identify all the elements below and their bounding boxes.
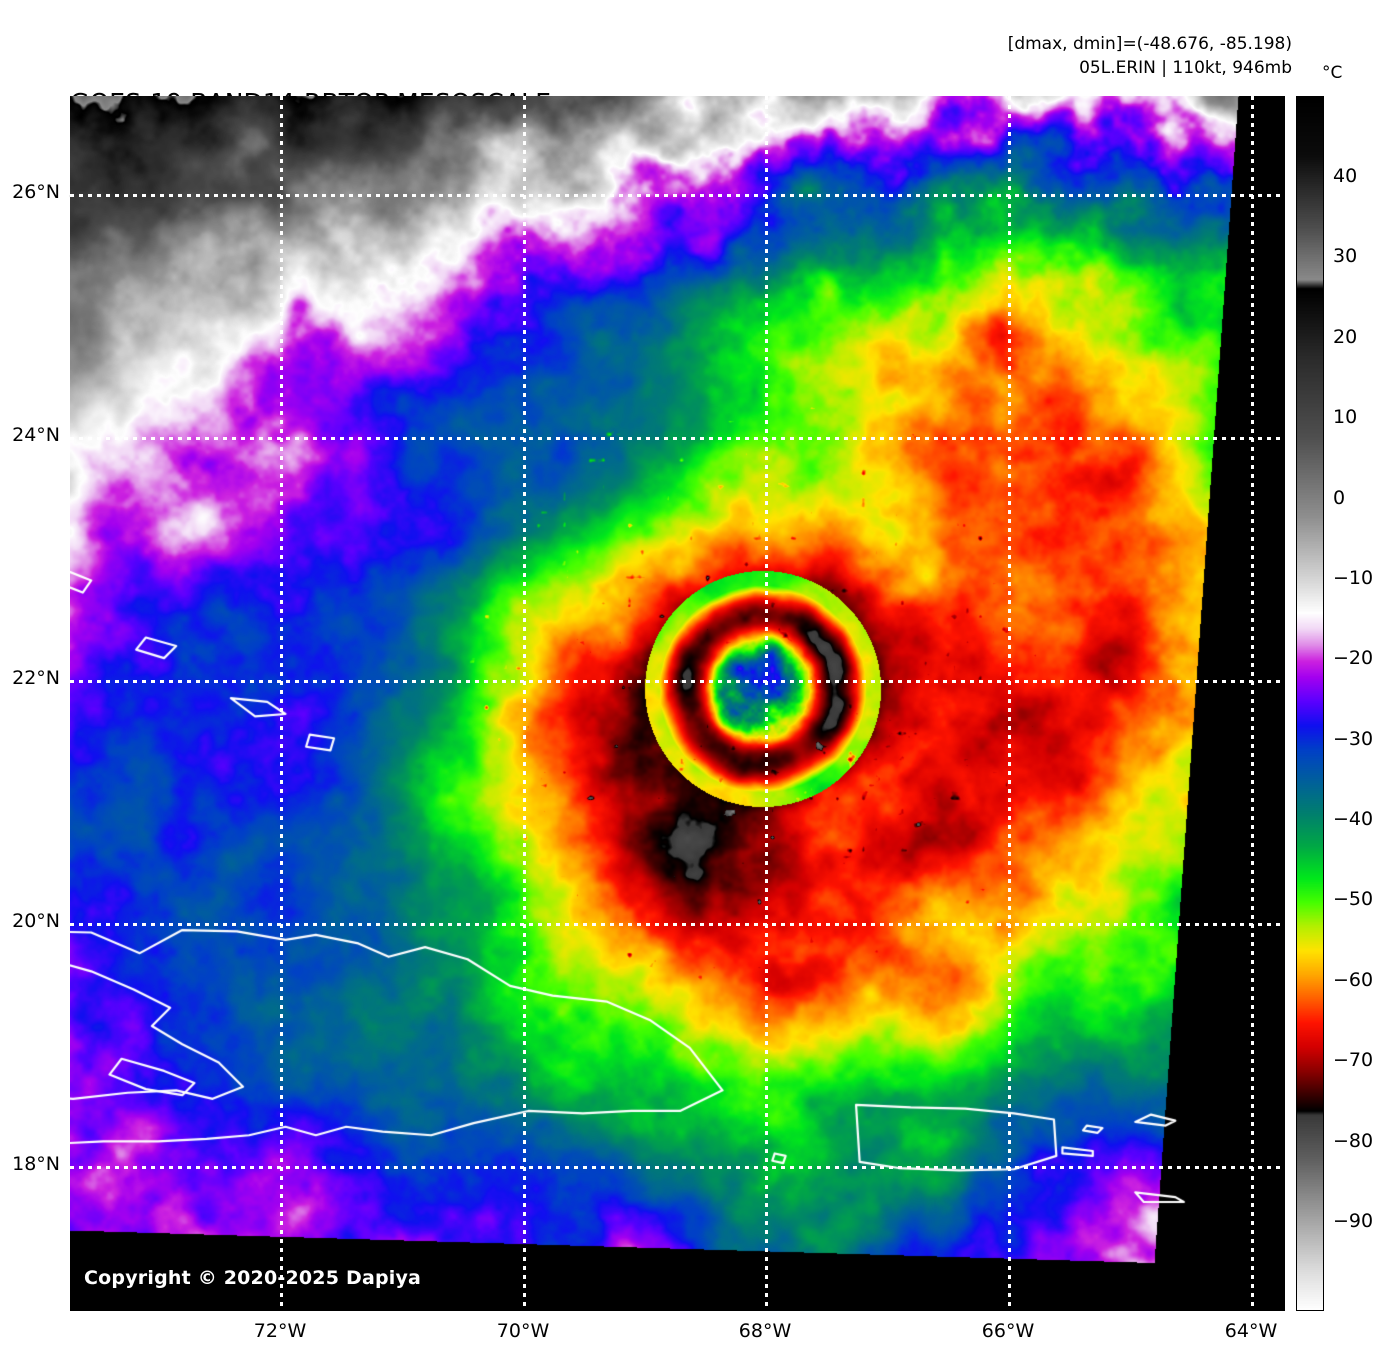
- colorbar-tick-3: 10: [1333, 406, 1358, 429]
- lon-tick-2: 68°W: [738, 1320, 792, 1342]
- colorbar-tick-11: −70: [1333, 1049, 1374, 1072]
- colorbar-tick-10: −60: [1333, 968, 1374, 991]
- satellite-ir-image: [70, 96, 1285, 1311]
- colorbar-tick-8: −40: [1333, 808, 1374, 831]
- colorbar-tick-1: 30: [1333, 245, 1358, 268]
- colorbar-tick-5: −10: [1333, 566, 1374, 589]
- lon-tick-4: 64°W: [1224, 1320, 1278, 1342]
- map-plot-area[interactable]: Copyright © 2020-2025 Dapiya: [70, 96, 1285, 1311]
- colorbar-tick-9: −50: [1333, 888, 1374, 911]
- lat-tick-3: 20°N: [12, 910, 60, 932]
- storm-id-label: 05L.ERIN | 110kt, 946mb: [1079, 58, 1292, 78]
- colorbar-tick-7: −30: [1333, 727, 1374, 750]
- colorbar-tick-2: 20: [1333, 325, 1358, 348]
- colorbar-gradient: [1297, 97, 1323, 1310]
- colorbar-unit-label: °C: [1322, 63, 1343, 83]
- figure-meta-block: [dmax, dmin]=(-48.676, -85.198) 05L.ERIN…: [1008, 32, 1292, 80]
- colorbar-tick-13: −90: [1333, 1209, 1374, 1232]
- lon-tick-3: 66°W: [981, 1320, 1035, 1342]
- lat-tick-0: 26°N: [12, 181, 60, 203]
- lon-tick-0: 72°W: [253, 1320, 307, 1342]
- colorbar-tick-6: −20: [1333, 647, 1374, 670]
- colorbar[interactable]: [1296, 96, 1324, 1311]
- colorbar-tick-12: −80: [1333, 1129, 1374, 1152]
- copyright-label: Copyright © 2020-2025 Dapiya: [84, 1267, 422, 1289]
- dminmax-label: [dmax, dmin]=(-48.676, -85.198): [1007, 34, 1292, 54]
- colorbar-tick-0: 40: [1333, 164, 1358, 187]
- lat-tick-1: 24°N: [12, 424, 60, 446]
- lon-tick-1: 70°W: [496, 1320, 550, 1342]
- colorbar-tick-4: 0: [1333, 486, 1346, 509]
- lat-tick-2: 22°N: [12, 667, 60, 689]
- lat-tick-4: 18°N: [12, 1153, 60, 1175]
